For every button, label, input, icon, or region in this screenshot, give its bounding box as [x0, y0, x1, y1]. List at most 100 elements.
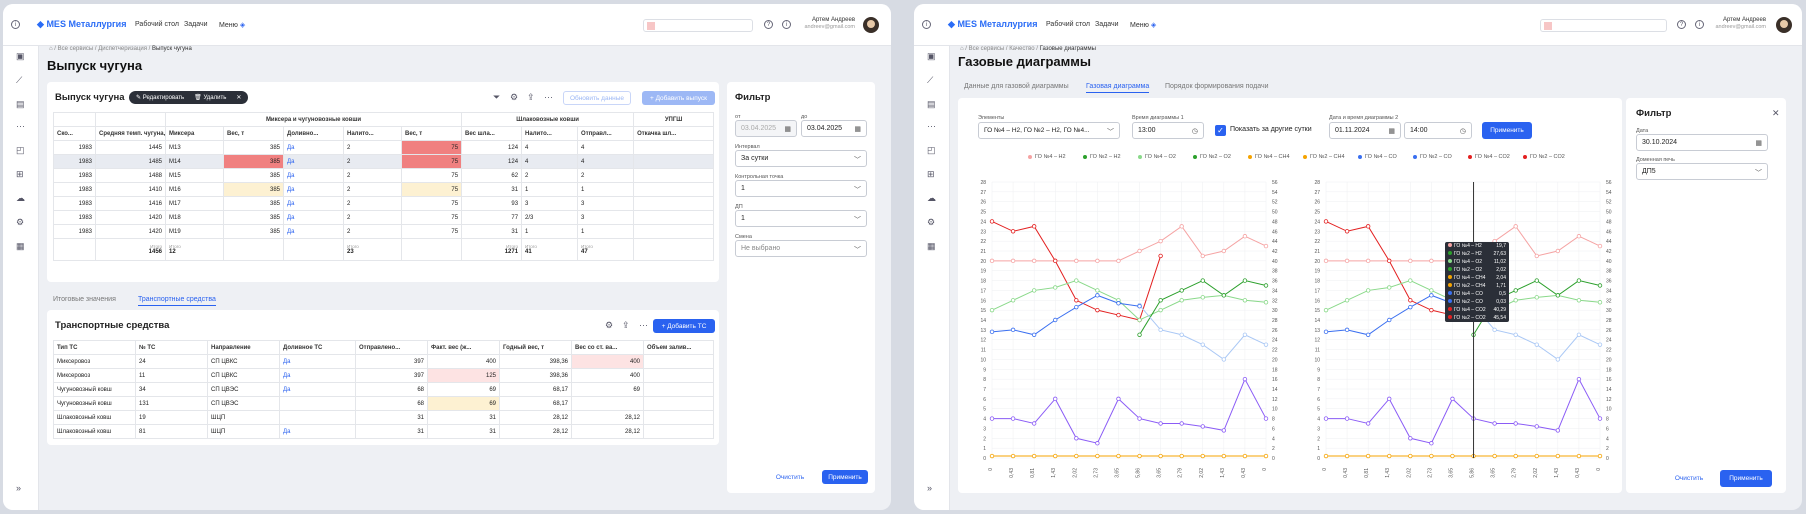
data-point[interactable]: [1534, 278, 1539, 283]
tab-vehicles[interactable]: Транспортные средства: [138, 296, 216, 306]
nav-desktop[interactable]: Рабочий стол: [1046, 21, 1090, 28]
data-point[interactable]: [989, 416, 995, 421]
clear-button[interactable]: Очистить: [1666, 470, 1712, 487]
tab-gas-data[interactable]: Данные для газовой диаграммы: [964, 83, 1069, 90]
data-point[interactable]: [1534, 253, 1539, 259]
data-point[interactable]: [1387, 285, 1392, 290]
data-point[interactable]: [1555, 293, 1561, 298]
column-header[interactable]: Откачка шл...: [633, 126, 715, 141]
gear-icon[interactable]: ⚙: [510, 92, 519, 102]
data-point[interactable]: [1221, 428, 1227, 433]
info-icon[interactable]: i: [782, 20, 791, 29]
time2-input[interactable]: 14:00 ◷: [1404, 122, 1472, 139]
nav-menu[interactable]: Меню ◈: [1130, 21, 1156, 29]
data-point[interactable]: [1408, 298, 1413, 303]
data-point[interactable]: [1323, 453, 1329, 459]
breadcrumb-item[interactable]: Диспетчеризация: [98, 46, 148, 52]
data-point[interactable]: [1116, 312, 1121, 318]
data-point[interactable]: [1576, 332, 1582, 337]
data-point[interactable]: [1513, 224, 1518, 229]
date2-input[interactable]: 01.11.2024 ▦: [1329, 122, 1401, 139]
close-icon[interactable]: ✕: [236, 95, 242, 101]
cloud-icon[interactable]: ☁: [927, 193, 936, 203]
data-point[interactable]: [1137, 332, 1142, 337]
tab-gas-diagram[interactable]: Газовая диаграмма: [1086, 83, 1150, 93]
add-vehicle-button[interactable]: + Добавить ТС: [653, 319, 715, 333]
data-point[interactable]: [1429, 293, 1434, 298]
chart-icon[interactable]: ⟋: [16, 75, 23, 85]
data-point[interactable]: [1074, 258, 1079, 264]
screen-icon[interactable]: ▤: [927, 99, 936, 109]
data-point[interactable]: [1492, 421, 1497, 426]
data-point[interactable]: [1074, 278, 1079, 283]
control-point-select[interactable]: 1 ﹀: [735, 180, 867, 197]
data-point[interactable]: [1576, 278, 1582, 283]
more-icon[interactable]: ···: [639, 320, 648, 330]
data-point[interactable]: [1323, 329, 1329, 335]
factory-icon[interactable]: ▦: [927, 241, 936, 251]
data-point[interactable]: [1408, 278, 1413, 283]
settings-icon[interactable]: ⚙: [16, 217, 25, 227]
other-days-checkbox[interactable]: ✓: [1215, 125, 1226, 136]
table-row[interactable]: Чугуновозный ковш 131 СП ЦВЭС 68 69 68,17: [53, 396, 714, 411]
table-row[interactable]: 1983 1420 M18 385 Да 2 75 77 2/3 3: [53, 210, 715, 225]
data-point[interactable]: [1053, 285, 1058, 290]
data-point[interactable]: [1408, 453, 1413, 459]
data-point[interactable]: [1450, 396, 1455, 402]
data-point[interactable]: [1010, 327, 1016, 333]
column-header[interactable]: Доливное ТС: [279, 340, 356, 355]
data-point[interactable]: [1053, 396, 1058, 402]
data-point[interactable]: [1221, 357, 1227, 362]
data-point[interactable]: [1597, 342, 1603, 347]
data-point[interactable]: [1200, 253, 1205, 259]
data-point[interactable]: [1116, 453, 1121, 459]
data-point[interactable]: [1513, 298, 1518, 303]
data-point[interactable]: [1137, 248, 1142, 254]
data-point[interactable]: [1095, 441, 1100, 446]
data-point[interactable]: [1116, 258, 1121, 264]
table-row[interactable]: 1983 1420 M19 385 Да 2 75 31 1 1: [53, 224, 715, 239]
data-point[interactable]: [1031, 224, 1037, 229]
table-row[interactable]: Шлаковозный ковш 81 ШЦП Да 31 31 28,12 28,12: [53, 424, 714, 439]
dp-select[interactable]: 1 ﹀: [735, 210, 867, 227]
table-row[interactable]: 1983 1485 M14 385 Да 2 75 124 4 4: [53, 154, 715, 169]
nav-tasks[interactable]: Задачи: [184, 21, 208, 28]
info-icon[interactable]: i: [11, 20, 20, 29]
data-point[interactable]: [1365, 332, 1371, 337]
clear-button[interactable]: Очистить: [767, 470, 813, 484]
factory-icon[interactable]: ▦: [16, 241, 25, 251]
data-point[interactable]: [1158, 453, 1163, 459]
table-row[interactable]: 1983 1488 M15 385 Да 2 75 62 2 2: [53, 168, 715, 183]
data-point[interactable]: [1492, 453, 1497, 459]
data-point[interactable]: [1053, 317, 1058, 323]
settings-icon[interactable]: ⚙: [927, 217, 936, 227]
breadcrumb-item[interactable]: Качество: [1009, 46, 1035, 52]
data-point[interactable]: [1534, 342, 1539, 347]
data-point[interactable]: [1513, 332, 1518, 337]
legend-item[interactable]: ГО №2 – CO: [1413, 154, 1452, 160]
data-point[interactable]: [1365, 224, 1371, 229]
data-point[interactable]: [1263, 283, 1269, 288]
legend-item[interactable]: ГО №2 – CH4: [1303, 154, 1345, 160]
data-point[interactable]: [1179, 421, 1184, 426]
data-point[interactable]: [1010, 453, 1016, 459]
data-point[interactable]: [1095, 288, 1100, 293]
column-header[interactable]: Вес, т: [223, 126, 284, 141]
column-header[interactable]: Годный вес, т: [499, 340, 572, 355]
time1-input[interactable]: 13:00 ◷: [1132, 122, 1204, 139]
data-point[interactable]: [1365, 453, 1371, 459]
legend-item[interactable]: ГО №4 – H2: [1028, 154, 1066, 160]
breadcrumb-item[interactable]: Все сервисы: [57, 46, 94, 52]
chart-icon[interactable]: ⟋: [927, 75, 934, 85]
data-point[interactable]: [1344, 258, 1350, 264]
data-point[interactable]: [1137, 416, 1142, 421]
data-point[interactable]: [1095, 258, 1100, 264]
data-point[interactable]: [1450, 453, 1455, 459]
data-point[interactable]: [1597, 243, 1603, 249]
data-point[interactable]: [1597, 283, 1603, 288]
data-point[interactable]: [1074, 436, 1079, 441]
modules-icon[interactable]: ⊞: [927, 169, 935, 179]
data-point[interactable]: [1263, 342, 1269, 347]
data-point[interactable]: [1597, 453, 1603, 459]
column-header[interactable]: Миксера: [165, 126, 224, 141]
